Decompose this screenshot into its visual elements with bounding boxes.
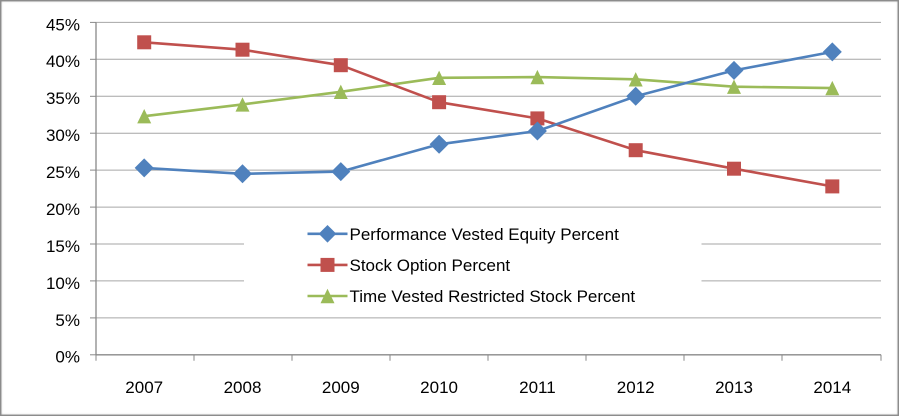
svg-text:5%: 5% [55,311,80,330]
svg-text:45%: 45% [46,15,80,34]
svg-text:2011: 2011 [519,378,556,397]
svg-text:10%: 10% [46,274,80,293]
svg-text:35%: 35% [46,89,80,108]
svg-text:30%: 30% [46,126,80,145]
svg-text:2013: 2013 [715,378,753,397]
svg-text:25%: 25% [46,163,80,182]
svg-text:15%: 15% [46,237,80,256]
svg-text:2012: 2012 [617,378,655,397]
svg-text:2010: 2010 [420,378,458,397]
svg-text:Stock Option Percent: Stock Option Percent [350,256,511,275]
svg-text:2008: 2008 [224,378,262,397]
svg-text:2007: 2007 [125,378,163,397]
svg-text:2014: 2014 [813,378,851,397]
svg-text:Time Vested Restricted Stock P: Time Vested Restricted Stock Percent [350,287,636,306]
svg-text:Performance Vested Equity Perc: Performance Vested Equity Percent [350,225,620,244]
svg-text:0%: 0% [55,348,80,367]
svg-text:40%: 40% [46,52,80,71]
svg-text:2009: 2009 [322,378,360,397]
svg-text:20%: 20% [46,200,80,219]
